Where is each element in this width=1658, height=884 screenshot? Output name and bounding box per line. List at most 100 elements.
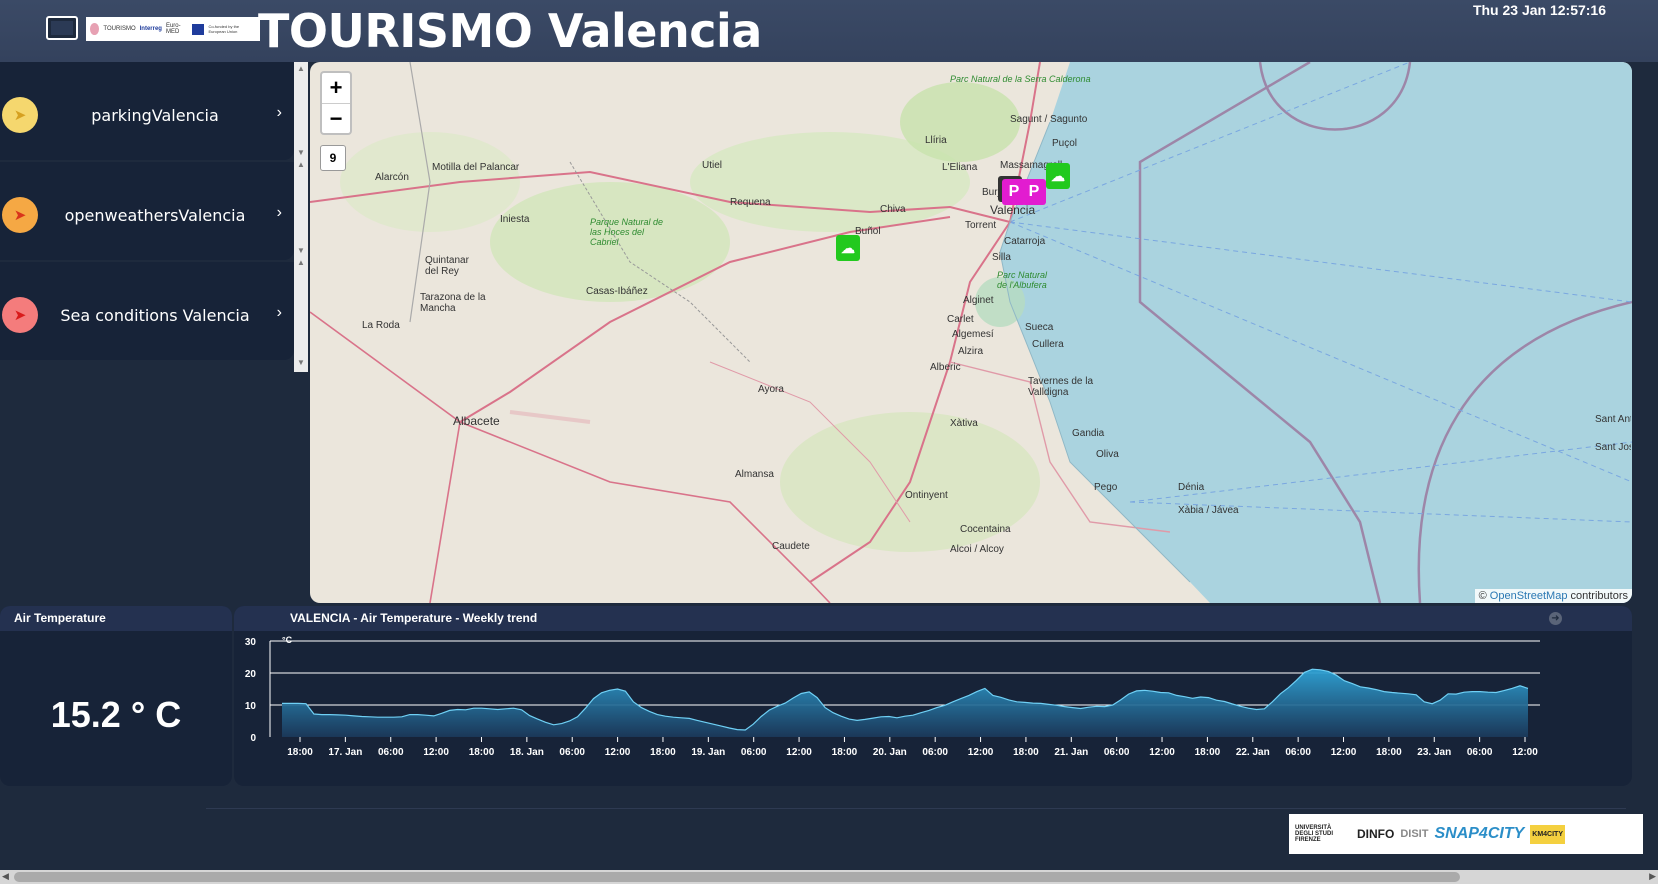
clock-datetime: Thu 23 Jan 12:57:16 bbox=[1472, 2, 1606, 18]
trend-chart-svg: 0 10 20 30 °C 18:00 17. Jan 06:00 12:00 18:00 18. … bbox=[245, 635, 1540, 758]
scroll-down-icon[interactable]: ▼ bbox=[297, 358, 305, 367]
sidebar-item-label: Sea conditions Valencia bbox=[60, 306, 250, 325]
map-place-label: Algemesí bbox=[952, 329, 994, 340]
x-tick-label: 18:00 bbox=[287, 747, 313, 758]
map-place-label: Alberic bbox=[930, 362, 961, 373]
tourismo-logo-icon bbox=[90, 23, 100, 35]
partner-logo-text-4: Co-funded by the European Union bbox=[208, 24, 240, 34]
map-place-label: Oliva bbox=[1096, 449, 1119, 460]
partner-logos: TOURISMO Interreg Euro-MED Co-funded by … bbox=[86, 17, 260, 41]
disit-logo: DISIT bbox=[1400, 828, 1429, 840]
map-place-label: Ayora bbox=[758, 384, 784, 395]
sidebar-scrollbar[interactable]: ▲ ▼ ▲ ▼ ▲ ▼ bbox=[294, 62, 308, 372]
horizontal-scrollbar[interactable]: ◀ ▶ bbox=[0, 870, 1658, 884]
chevron-right-icon: › bbox=[276, 304, 282, 321]
map-place-label: La Roda bbox=[362, 320, 400, 331]
map-place-label: Requena bbox=[730, 197, 771, 208]
scrollbar-thumb[interactable] bbox=[14, 872, 1460, 882]
widget-title: VALENCIA - Air Temperature - Weekly tren… bbox=[234, 606, 1632, 631]
partner-logo-text-1: TOURISMO bbox=[103, 26, 136, 32]
x-tick-label: 12:00 bbox=[423, 747, 449, 758]
scroll-down-icon[interactable]: ▼ bbox=[297, 246, 305, 255]
map-place-label: Cocentaina bbox=[960, 524, 1011, 535]
map-place-label: Parque Natural de las Hoces del Cabriel bbox=[590, 217, 664, 247]
x-tick-label: 12:00 bbox=[1512, 747, 1538, 758]
map-place-label: Tavernes de la Valldigna bbox=[1028, 376, 1094, 398]
parking-marker[interactable]: P bbox=[1022, 179, 1046, 205]
map-place-label: Gandia bbox=[1072, 428, 1105, 439]
weather-marker[interactable]: ☁ bbox=[836, 235, 860, 261]
map-place-label: Alzira bbox=[958, 346, 984, 357]
scroll-up-icon[interactable]: ▲ bbox=[297, 64, 305, 73]
sidebar-item-label: parkingValencia bbox=[91, 106, 219, 125]
map-place-label: Albacete bbox=[453, 414, 500, 428]
x-tick-label: 17. Jan bbox=[328, 747, 362, 758]
map-place-label: Dénia bbox=[1178, 482, 1205, 493]
sidebar-item-sea-conditions[interactable]: ➤ Sea conditions Valencia › bbox=[0, 262, 294, 360]
map-place-label: Sagunt / Sagunto bbox=[1010, 114, 1088, 125]
location-arrow-icon: ➤ bbox=[2, 297, 38, 333]
x-tick-label: 06:00 bbox=[559, 747, 585, 758]
weekly-trend-widget: VALENCIA - Air Temperature - Weekly tren… bbox=[234, 606, 1632, 786]
map-place-label: Valencia bbox=[990, 203, 1036, 217]
map-place-label: Motilla del Palancar bbox=[432, 162, 520, 173]
zoom-control: + − bbox=[320, 71, 352, 135]
x-tick-label: 20. Jan bbox=[873, 747, 907, 758]
map-place-label: L'Eliana bbox=[942, 162, 978, 173]
map-place-label: Sant Antoni de Portmany bbox=[1595, 414, 1631, 425]
x-tick-label: 23. Jan bbox=[1417, 747, 1451, 758]
x-tick-label: 12:00 bbox=[1149, 747, 1175, 758]
openstreetmap-link[interactable]: OpenStreetMap bbox=[1489, 590, 1568, 602]
scroll-left-icon[interactable]: ◀ bbox=[2, 871, 9, 881]
page-title: TOURISMO Valencia bbox=[258, 4, 762, 58]
air-temperature-widget: Air Temperature 15.2 ° C bbox=[0, 606, 232, 786]
scroll-up-icon[interactable]: ▲ bbox=[297, 258, 305, 267]
dinfo-logo: DINFO bbox=[1357, 827, 1395, 841]
map-place-label: Alginet bbox=[963, 295, 994, 306]
scroll-right-icon[interactable]: ▶ bbox=[1649, 871, 1656, 881]
zoom-in-button[interactable]: + bbox=[322, 73, 350, 104]
attribution-prefix: © bbox=[1478, 590, 1487, 602]
x-tick-label: 18:00 bbox=[1195, 747, 1221, 758]
x-tick-label: 06:00 bbox=[1285, 747, 1311, 758]
y-tick-label: 20 bbox=[245, 669, 257, 680]
chevron-right-icon: › bbox=[276, 104, 282, 121]
map-place-label: Puçol bbox=[1052, 138, 1078, 149]
x-tick-label: 12:00 bbox=[968, 747, 994, 758]
footer-divider bbox=[206, 808, 1626, 809]
map-place-label: Xàbia / Jávea bbox=[1178, 505, 1239, 516]
map-place-label: Carlet bbox=[947, 314, 974, 325]
sidebar-item-openweathersvalencia[interactable]: ➤ openweathersValencia › bbox=[0, 162, 294, 260]
sidebar-item-label: openweathersValencia bbox=[64, 206, 246, 225]
zoom-level-indicator: 9 bbox=[320, 145, 346, 171]
map-place-label: Catarroja bbox=[1004, 236, 1046, 247]
map-place-label: Almansa bbox=[735, 469, 774, 480]
circle-arrow-icon[interactable]: ➜ bbox=[1549, 612, 1562, 625]
x-tick-label: 18:00 bbox=[650, 747, 676, 758]
map-place-label: Iniesta bbox=[500, 214, 530, 225]
x-tick-label: 06:00 bbox=[922, 747, 948, 758]
x-tick-label: 06:00 bbox=[1104, 747, 1130, 758]
x-tick-label: 18:00 bbox=[469, 747, 495, 758]
map-place-label: Alcoi / Alcoy bbox=[950, 544, 1004, 555]
sidebar-item-parkingvalencia[interactable]: ➤ parkingValencia › bbox=[0, 62, 294, 160]
x-tick-label: 21. Jan bbox=[1054, 747, 1088, 758]
trend-chart: 0 10 20 30 °C 18:00 17. Jan 06:00 12:00 18:00 18. … bbox=[234, 631, 1632, 791]
map-place-label: Parc Natural de la Serra Calderona bbox=[950, 74, 1091, 84]
x-tick-label: 06:00 bbox=[741, 747, 767, 758]
x-tick-label: 06:00 bbox=[378, 747, 404, 758]
zoom-out-button[interactable]: − bbox=[329, 106, 343, 131]
scroll-up-icon[interactable]: ▲ bbox=[297, 160, 305, 169]
attribution-suffix: contributors bbox=[1570, 590, 1628, 602]
map-view[interactable]: + − 9 Parc Natural de la Serra Calderona… bbox=[310, 62, 1632, 603]
map-place-label: Silla bbox=[992, 252, 1011, 263]
menu-toggle-button[interactable] bbox=[46, 16, 78, 40]
map-place-label: Torrent bbox=[965, 220, 997, 231]
map-place-label: Quintanar del Rey bbox=[425, 255, 469, 277]
scroll-down-icon[interactable]: ▼ bbox=[297, 148, 305, 157]
y-tick-label: 30 bbox=[245, 637, 257, 648]
weather-marker[interactable]: ☁ bbox=[1046, 163, 1070, 189]
sidebar: ➤ parkingValencia › ➤ openweathersValenc… bbox=[0, 62, 294, 372]
map-place-label: Chiva bbox=[880, 204, 906, 215]
x-tick-label: 12:00 bbox=[605, 747, 631, 758]
